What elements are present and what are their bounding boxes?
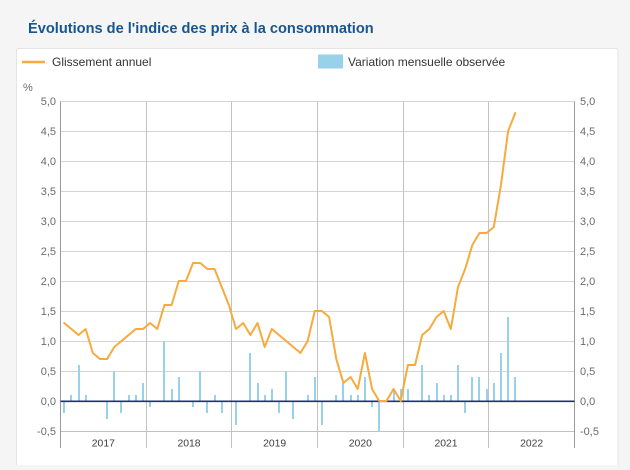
svg-text:1,5: 1,5: [580, 306, 595, 318]
svg-text:3,0: 3,0: [41, 216, 56, 228]
svg-text:2,0: 2,0: [580, 276, 595, 288]
svg-text:1,0: 1,0: [41, 336, 56, 348]
svg-text:4,5: 4,5: [41, 126, 56, 138]
svg-text:4,5: 4,5: [580, 126, 595, 138]
svg-text:2017: 2017: [92, 439, 115, 450]
svg-text:Glissement annuel: Glissement annuel: [52, 55, 151, 69]
svg-text:3,5: 3,5: [580, 186, 595, 198]
svg-text:2019: 2019: [263, 439, 286, 450]
svg-text:5,0: 5,0: [580, 96, 595, 108]
svg-text:0,5: 0,5: [41, 366, 56, 378]
svg-text:1,5: 1,5: [41, 306, 56, 318]
svg-text:2,5: 2,5: [41, 246, 56, 258]
svg-text:2020: 2020: [349, 439, 372, 450]
svg-text:2022: 2022: [520, 439, 543, 450]
svg-text:3,0: 3,0: [580, 216, 595, 228]
svg-text:Variation mensuelle observée: Variation mensuelle observée: [348, 55, 506, 69]
svg-text:%: %: [23, 82, 33, 94]
svg-text:3,5: 3,5: [41, 186, 56, 198]
svg-text:4,0: 4,0: [41, 156, 56, 168]
svg-text:2,0: 2,0: [41, 276, 56, 288]
svg-text:0,5: 0,5: [580, 366, 595, 378]
svg-text:2021: 2021: [434, 439, 457, 450]
svg-text:2,5: 2,5: [580, 246, 595, 258]
svg-text:2018: 2018: [177, 439, 200, 450]
svg-text:0,0: 0,0: [580, 396, 595, 408]
svg-text:4,0: 4,0: [580, 156, 595, 168]
svg-text:0,0: 0,0: [41, 396, 56, 408]
svg-text:5,0: 5,0: [41, 96, 56, 108]
svg-text:-0,5: -0,5: [37, 426, 56, 438]
svg-text:1,0: 1,0: [580, 336, 595, 348]
svg-text:-0,5: -0,5: [580, 426, 599, 438]
svg-text:Évolutions de l'indice des pri: Évolutions de l'indice des prix à la con…: [28, 20, 374, 37]
